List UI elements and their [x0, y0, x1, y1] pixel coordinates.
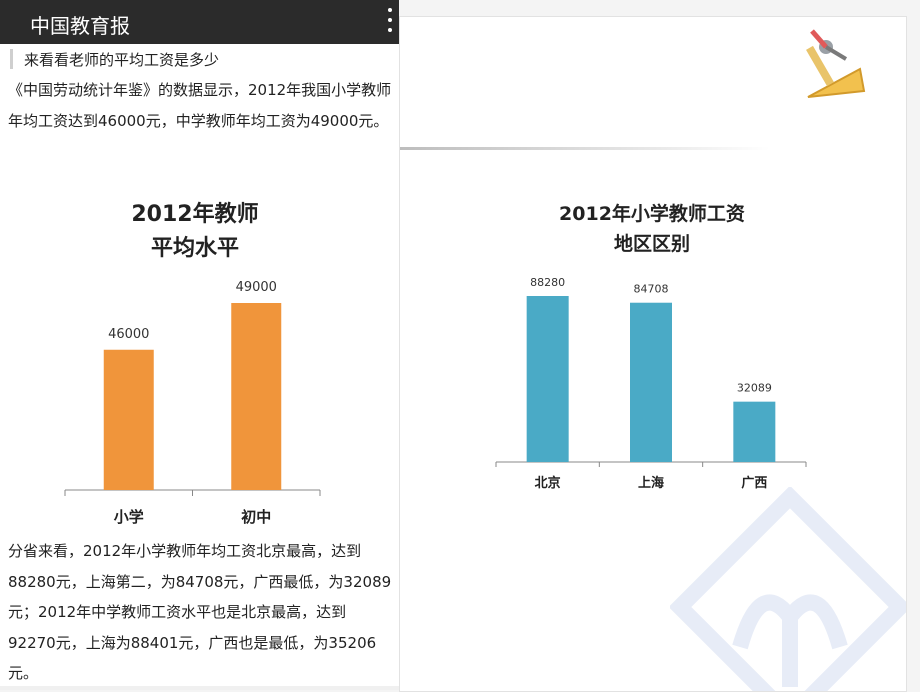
article-paragraph-2: 分省来看，2012年小学教师年均工资北京最高，达到88280元，上海第二，为84…: [8, 542, 392, 682]
quote-bar: [10, 49, 13, 69]
x-tick-label: 初中: [241, 508, 271, 526]
app-top-bar: 中国教育报: [0, 0, 399, 44]
article-quote: 来看看老师的平均工资是多少: [24, 51, 220, 69]
data-label: 46000: [108, 327, 149, 342]
x-tick-label: 小学: [114, 508, 144, 526]
x-tick-label: 上海: [638, 475, 664, 491]
data-label: 88280: [530, 276, 565, 289]
data-label: 49000: [236, 280, 277, 295]
bar-北京: [526, 296, 569, 462]
more-options-icon[interactable]: [385, 2, 395, 40]
x-tick-label: 北京: [535, 475, 561, 491]
data-label: 84708: [634, 283, 669, 296]
article-paragraph-1: 《中国劳动统计年鉴》的数据显示，2012年我国小学教师年均工资达到46000元，…: [8, 81, 392, 130]
ruler-compass-logo-icon: [806, 29, 866, 98]
bar-初中: [231, 303, 282, 490]
chart-title: 2012年小学教师工资: [559, 202, 745, 225]
bar-广西: [733, 401, 776, 462]
bottom-divider: [0, 686, 399, 690]
slide-panel: 2012年小学教师工资 地区区别 88280 北京 84708 上海 32089 广西: [399, 16, 907, 692]
bar-上海: [630, 302, 672, 462]
bar-小学: [103, 349, 154, 490]
x-tick-label: 广西: [741, 475, 767, 491]
article-panel: 中国教育报 来看看老师的平均工资是多少 《中国劳动统计年鉴》的数据显示，2012…: [0, 0, 399, 690]
chart-title: 平均水平: [151, 235, 239, 261]
app-title: 中国教育报: [30, 14, 130, 38]
chart-title: 地区区别: [614, 232, 690, 255]
slide-divider: [400, 147, 770, 150]
chart-title: 2012年教师: [131, 201, 258, 227]
watermark-emblem-icon: [670, 487, 906, 691]
data-label: 32089: [737, 382, 772, 395]
